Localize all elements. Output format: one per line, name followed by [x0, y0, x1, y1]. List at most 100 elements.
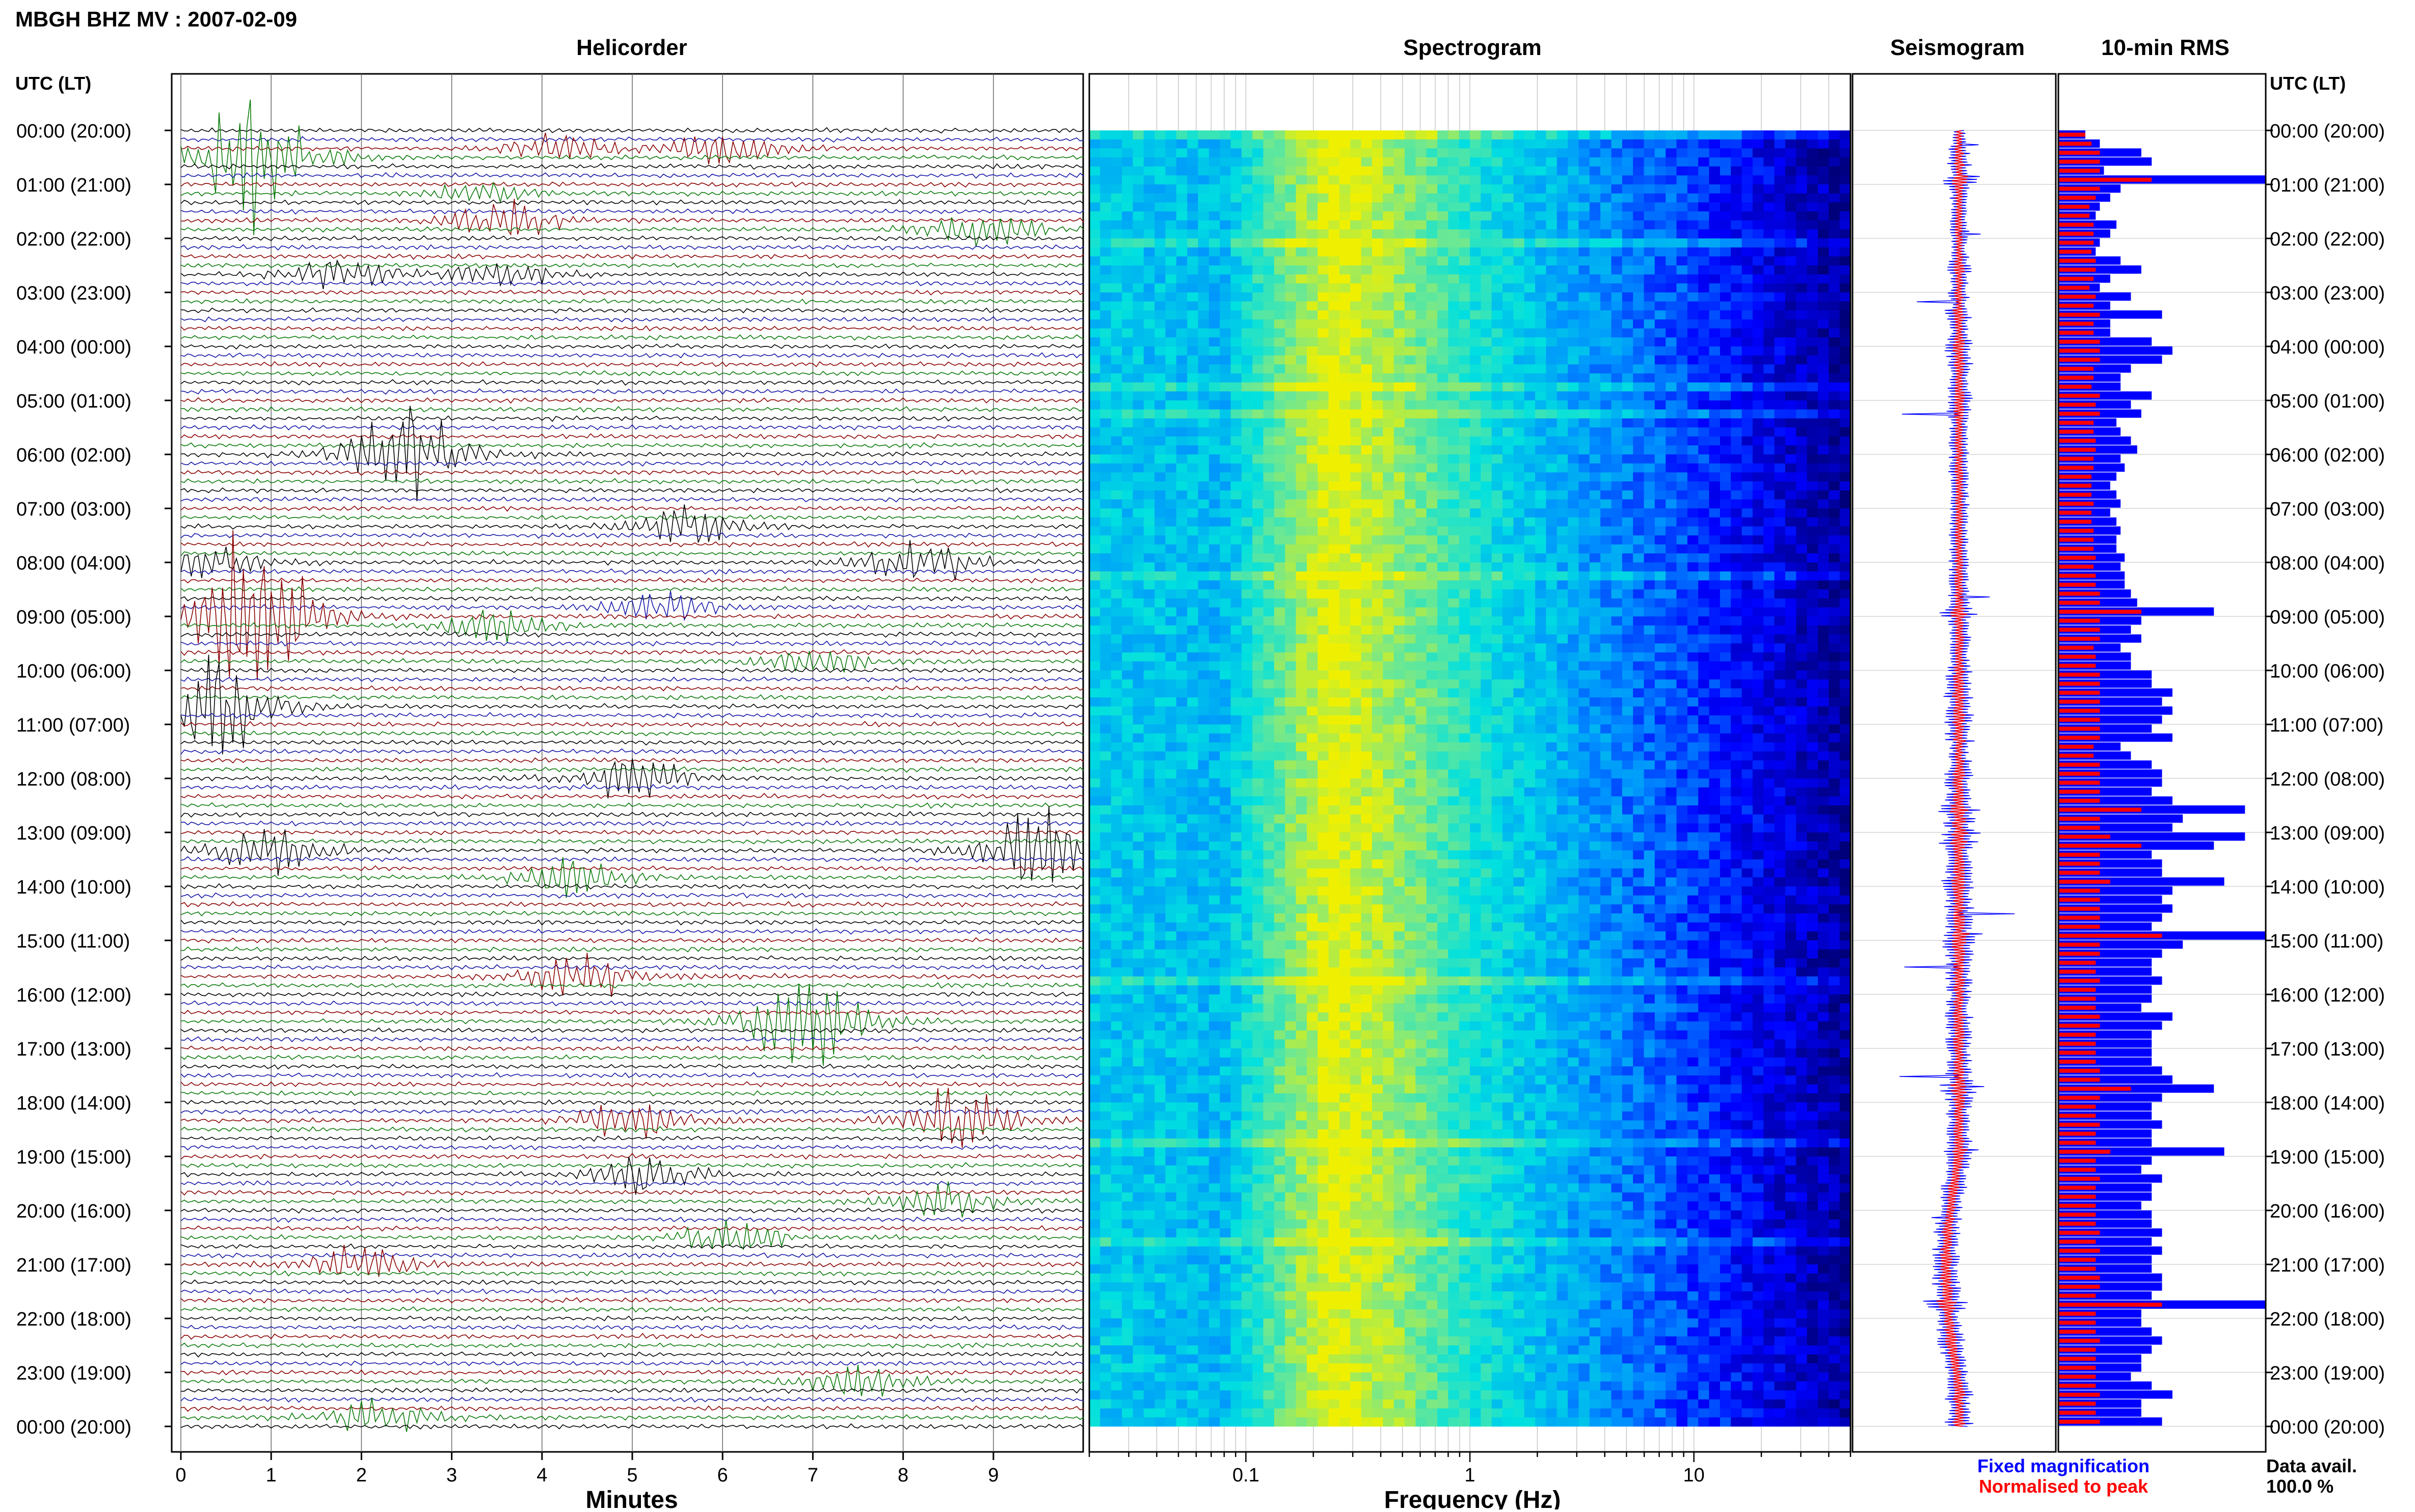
spectrogram-cell: [1546, 400, 1557, 410]
spectrogram-cell: [1361, 688, 1373, 697]
spectrogram-cell: [1578, 221, 1590, 230]
spectrogram-cell: [1165, 256, 1176, 265]
spectrogram-cell: [1133, 680, 1144, 689]
spectrogram-cell: [1264, 445, 1275, 454]
spectrogram-cell: [1470, 410, 1481, 419]
spectrogram-cell: [1100, 175, 1111, 184]
spectrogram-cell: [1535, 572, 1546, 581]
spectrogram-cell: [1437, 707, 1448, 716]
spectrogram-cell: [1546, 643, 1557, 653]
spectrogram-cell: [1687, 499, 1699, 508]
spectrogram-cell: [1796, 437, 1807, 446]
spectrogram-cell: [1133, 256, 1144, 265]
spectrogram-cell: [1546, 715, 1557, 724]
spectrogram-cell: [1415, 202, 1427, 211]
spectrogram-cell: [1111, 572, 1122, 581]
spectrogram-cell: [1448, 734, 1459, 743]
spectrogram-cell: [1252, 229, 1264, 238]
spectrogram-cell: [1753, 616, 1764, 626]
spectrogram-cell: [1350, 410, 1361, 419]
spectrogram-cell: [1590, 499, 1601, 508]
spectrogram-cell: [1633, 391, 1644, 400]
spectrogram-cell: [1350, 346, 1361, 356]
spectrogram-cell: [1220, 518, 1231, 527]
spectrogram-cell: [1383, 418, 1394, 427]
spectrogram-cell: [1753, 697, 1764, 707]
spectrogram-cell: [1242, 229, 1253, 238]
spectrogram-cell: [1502, 670, 1514, 680]
spectrogram-cell: [1383, 211, 1394, 221]
spectrogram-cell: [1807, 427, 1818, 437]
spectrogram-cell: [1578, 410, 1590, 419]
spectrogram-cell: [1698, 616, 1709, 626]
spectrogram-cell: [1252, 472, 1264, 481]
spectrogram-cell: [1318, 643, 1329, 653]
spectrogram-cell: [1405, 302, 1416, 311]
spectrogram-cell: [1720, 572, 1731, 581]
spectrogram-cell: [1807, 383, 1818, 392]
spectrogram-cell: [1513, 383, 1524, 392]
spectrogram-cell: [1481, 337, 1492, 346]
spectrogram-cell: [1590, 545, 1601, 554]
spectrogram-cell: [1231, 356, 1242, 365]
spectrogram-cell: [1372, 275, 1383, 284]
spectrogram-cell: [1220, 499, 1231, 508]
spectrogram-cell: [1568, 634, 1579, 643]
spectrogram-cell: [1089, 670, 1101, 680]
spectrogram-cell: [1089, 572, 1101, 581]
spectrogram-cell: [1600, 545, 1612, 554]
spectrogram-cell: [1524, 526, 1536, 535]
spectrogram-cell: [1459, 310, 1470, 319]
spectrogram-cell: [1557, 337, 1568, 346]
spectrogram-cell: [1285, 518, 1296, 527]
spectrogram-cell: [1612, 616, 1623, 626]
spectrogram-cell: [1231, 562, 1242, 572]
spectrogram-cell: [1339, 653, 1351, 662]
spectrogram-cell: [1633, 553, 1644, 562]
spectrogram-cell: [1111, 535, 1122, 545]
spectrogram-cell: [1394, 616, 1405, 626]
spectrogram-cell: [1220, 175, 1231, 184]
spectrogram-cell: [1318, 194, 1329, 203]
spectrogram-cell: [1785, 472, 1796, 481]
spectrogram-cell: [1492, 194, 1503, 203]
spectrogram-cell: [1753, 688, 1764, 697]
spectrogram-cell: [1383, 643, 1394, 653]
spectrogram-cell: [1829, 688, 1840, 697]
spectrogram-cell: [1252, 292, 1264, 302]
spectrogram-cell: [1122, 661, 1133, 670]
spectrogram-cell: [1731, 580, 1742, 589]
spectrogram-cell: [1361, 302, 1373, 311]
spectrogram-cell: [1122, 616, 1133, 626]
spectrogram-cell: [1742, 437, 1753, 446]
spectrogram-cell: [1600, 697, 1612, 707]
spectrogram-cell: [1796, 580, 1807, 589]
spectrogram-cell: [1600, 607, 1612, 616]
spectrogram-cell: [1274, 175, 1285, 184]
spectrogram-cell: [1502, 148, 1514, 157]
spectrogram-cell: [1590, 140, 1601, 149]
spectrogram-cell: [1089, 346, 1101, 356]
spectrogram-cell: [1394, 346, 1405, 356]
spectrogram-cell: [1089, 229, 1101, 238]
spectrogram-cell: [1578, 508, 1590, 518]
spectrogram-cell: [1492, 680, 1503, 689]
spectrogram-cell: [1274, 211, 1285, 221]
spectrogram-cell: [1785, 553, 1796, 562]
spectrogram-cell: [1698, 481, 1709, 491]
spectrogram-cell: [1242, 275, 1253, 284]
spectrogram-cell: [1307, 526, 1318, 535]
spectrogram-cell: [1296, 599, 1307, 608]
spectrogram-cell: [1818, 464, 1829, 473]
spectrogram-cell: [1165, 418, 1176, 427]
spectrogram-cell: [1698, 724, 1709, 734]
spectrogram-cell: [1274, 437, 1285, 446]
spectrogram-cell: [1176, 130, 1188, 140]
spectrogram-cell: [1470, 437, 1481, 446]
spectrogram-cell: [1818, 410, 1829, 419]
spectrogram-cell: [1655, 580, 1666, 589]
spectrogram-cell: [1372, 202, 1383, 211]
spectrogram-cell: [1557, 140, 1568, 149]
spectrogram-cell: [1644, 157, 1655, 167]
spectrogram-cell: [1448, 437, 1459, 446]
